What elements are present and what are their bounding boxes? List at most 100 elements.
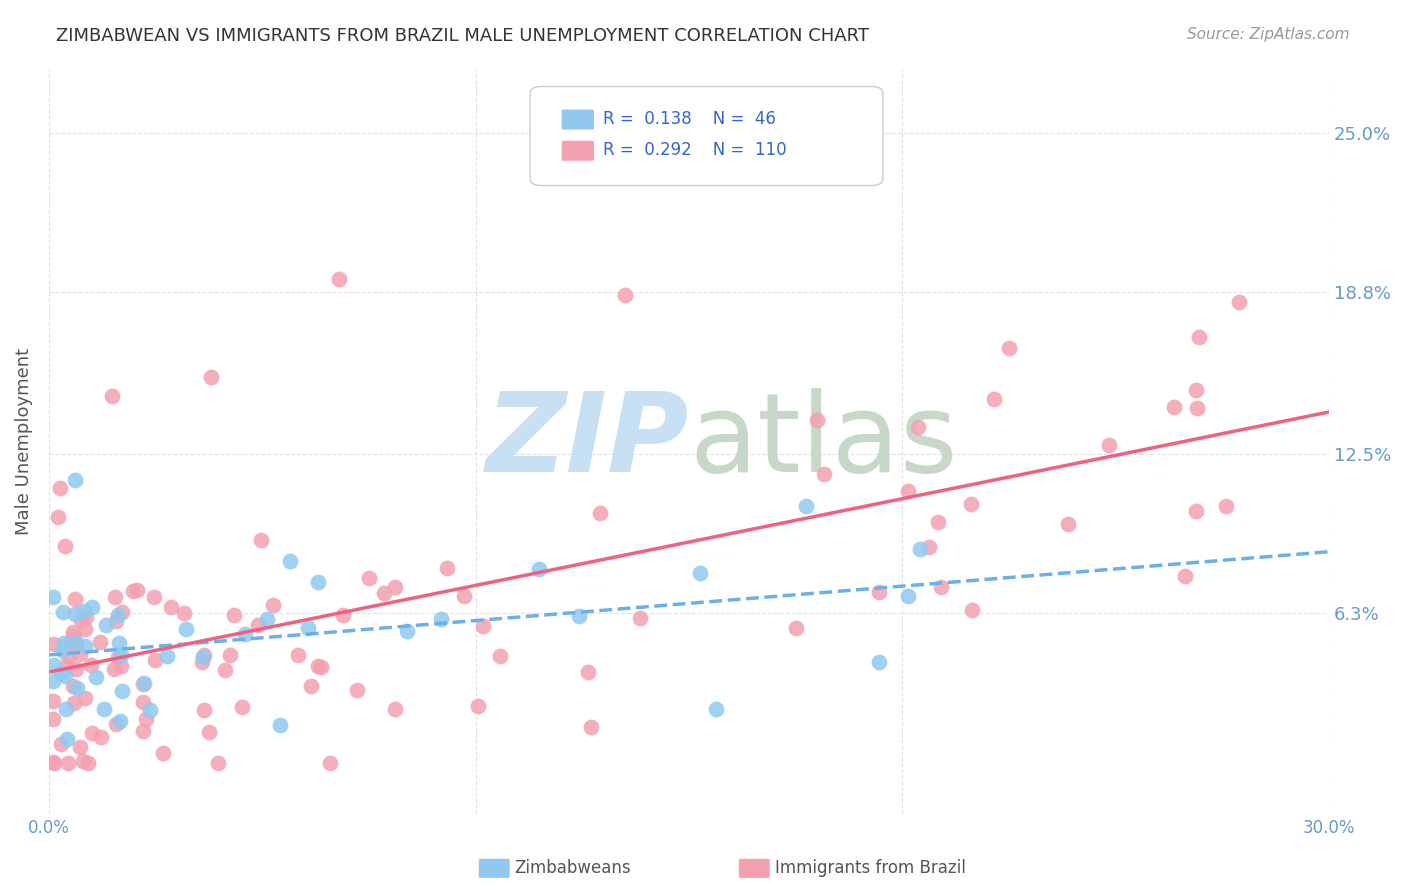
- Point: [49, 665, 72, 680]
- Point: [63, 636, 86, 650]
- Point: [319, 756, 342, 770]
- Point: [207, 756, 229, 770]
- Text: atlas: atlas: [689, 388, 957, 495]
- Point: [907, 419, 929, 434]
- Point: [373, 586, 395, 600]
- Point: [328, 272, 350, 286]
- Point: [110, 648, 132, 663]
- Point: [193, 703, 215, 717]
- Point: [297, 621, 319, 635]
- Point: [42, 712, 65, 726]
- Point: [785, 621, 807, 635]
- Point: [868, 655, 890, 669]
- Point: [231, 700, 253, 714]
- Point: [1215, 500, 1237, 514]
- Point: [69, 647, 91, 661]
- Point: [75, 622, 97, 636]
- Point: [689, 566, 711, 580]
- Point: [62, 624, 84, 639]
- Point: [927, 516, 949, 530]
- Point: [132, 695, 155, 709]
- Point: [359, 571, 381, 585]
- Point: [307, 658, 329, 673]
- Point: [84, 670, 107, 684]
- Point: [191, 655, 214, 669]
- Point: [198, 724, 221, 739]
- Point: [429, 612, 451, 626]
- Text: Immigrants from Brazil: Immigrants from Brazil: [775, 859, 966, 877]
- Point: [613, 287, 636, 301]
- Point: [287, 648, 309, 662]
- Point: [983, 392, 1005, 407]
- Point: [332, 608, 354, 623]
- Point: [42, 756, 65, 770]
- Point: [105, 717, 128, 731]
- Point: [1188, 329, 1211, 343]
- Point: [960, 497, 983, 511]
- Point: [107, 649, 129, 664]
- Point: [628, 611, 651, 625]
- Point: [384, 580, 406, 594]
- Point: [51, 643, 73, 657]
- Point: [868, 585, 890, 599]
- Point: [256, 612, 278, 626]
- Point: [794, 500, 817, 514]
- Point: [49, 737, 72, 751]
- Point: [396, 624, 419, 638]
- Point: [578, 665, 600, 680]
- Text: Zimbabweans: Zimbabweans: [515, 859, 631, 877]
- Point: [105, 614, 128, 628]
- Point: [193, 649, 215, 664]
- Point: [897, 590, 920, 604]
- Point: [931, 580, 953, 594]
- Point: [110, 658, 132, 673]
- Point: [62, 629, 84, 643]
- Point: [529, 164, 551, 178]
- Point: [704, 701, 727, 715]
- Point: [200, 370, 222, 384]
- Point: [1184, 504, 1206, 518]
- Point: [42, 637, 65, 651]
- Point: [143, 653, 166, 667]
- Point: [193, 648, 215, 662]
- Point: [962, 603, 984, 617]
- Point: [160, 600, 183, 615]
- Point: [89, 634, 111, 648]
- Point: [72, 754, 94, 768]
- Point: [579, 720, 602, 734]
- Point: [93, 702, 115, 716]
- Point: [1174, 569, 1197, 583]
- Point: [132, 724, 155, 739]
- Point: [135, 712, 157, 726]
- Point: [269, 718, 291, 732]
- Point: [1057, 516, 1080, 531]
- Point: [42, 673, 65, 688]
- Point: [132, 677, 155, 691]
- Point: [63, 473, 86, 487]
- Point: [73, 639, 96, 653]
- Point: [1163, 400, 1185, 414]
- Point: [55, 539, 77, 553]
- Text: ZIP: ZIP: [485, 388, 689, 495]
- Point: [142, 590, 165, 604]
- Point: [58, 650, 80, 665]
- Point: [218, 648, 240, 662]
- Point: [73, 690, 96, 705]
- Point: [53, 636, 76, 650]
- Point: [173, 606, 195, 620]
- Point: [65, 634, 87, 648]
- Point: [309, 660, 332, 674]
- Point: [307, 574, 329, 589]
- Point: [69, 740, 91, 755]
- Point: [63, 591, 86, 606]
- Point: [42, 590, 65, 604]
- Point: [42, 694, 65, 708]
- Point: [75, 609, 97, 624]
- Point: [80, 657, 103, 672]
- Point: [346, 682, 368, 697]
- Point: [299, 679, 322, 693]
- Point: [108, 636, 131, 650]
- Point: [65, 662, 87, 676]
- Point: [132, 675, 155, 690]
- Point: [384, 701, 406, 715]
